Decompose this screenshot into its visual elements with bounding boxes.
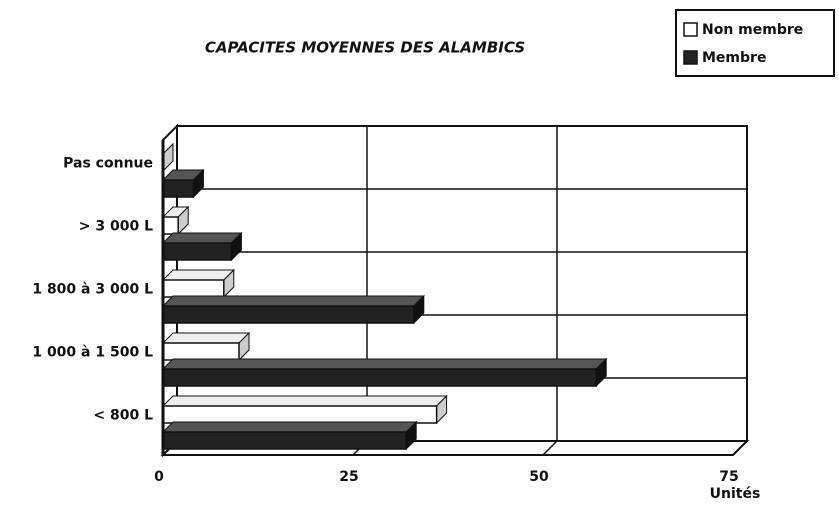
bar-top [161,269,236,281]
bar [162,368,597,387]
bar-top [161,295,426,307]
x-tick-label: 25 [339,469,358,485]
bar-top [161,358,608,370]
legend-label: Non membre [702,22,803,38]
bar [162,242,233,261]
bar [162,216,179,235]
bar-top [161,232,243,244]
bar [162,179,195,198]
legend-swatch [683,50,698,65]
back-wall [176,125,748,442]
bar [162,279,225,298]
y-tick-label: 1 000 à 1 500 L [32,345,153,361]
tick-mark [542,440,558,456]
y-tick-label: 1 800 à 3 000 L [32,282,153,298]
bar-top [161,332,251,344]
bar-top [161,395,448,407]
bar [162,305,415,324]
legend-swatch [683,22,698,37]
bar-top [161,421,418,433]
y-tick-label: Pas connue [63,156,153,172]
x-axis-label: Unités [710,486,761,502]
y-tick-label: > 3 000 L [79,219,153,235]
y-tick-label: < 800 L [93,408,153,424]
bar [162,342,240,361]
bar [162,431,407,450]
chart-title: CAPACITES MOYENNES DES ALAMBICS [205,39,525,57]
bar [162,405,438,424]
x-tick-label: 50 [529,469,549,485]
tick-mark [732,440,748,456]
x-tick-label: 0 [154,469,164,485]
legend-box [675,9,835,77]
legend-label: Membre [702,50,766,66]
x-tick-label: 75 [719,469,738,485]
